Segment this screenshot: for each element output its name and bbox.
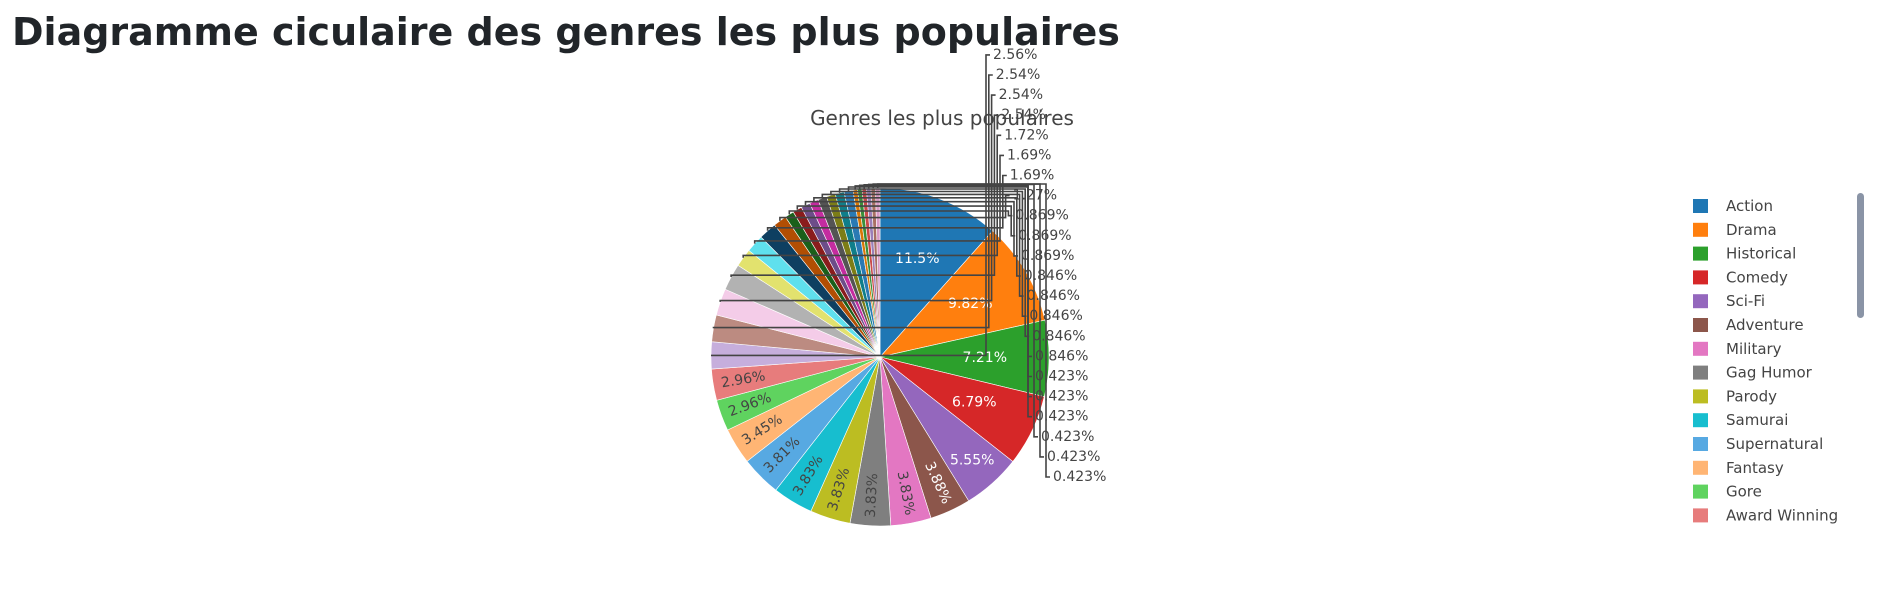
legend-label: Supernatural [1726, 435, 1823, 453]
slice-leader-line [804, 200, 1018, 257]
legend-item[interactable]: Sci-Fi [1693, 292, 1765, 310]
slice-label: 6.79% [952, 395, 996, 411]
slice-leader-line [753, 154, 1004, 244]
legend-item[interactable]: Samurai [1693, 411, 1788, 429]
legend-swatch [1693, 318, 1708, 332]
legend-label: Drama [1726, 221, 1777, 239]
legend-swatch [1693, 484, 1708, 499]
legend-label: Parody [1726, 387, 1777, 405]
legend-item[interactable]: Adventure [1693, 316, 1804, 334]
slice-label: 1.72% [1004, 127, 1048, 143]
pie-slices [710, 187, 1050, 527]
slice-label: 0.423% [1053, 469, 1106, 485]
legend-label: Gag Humor [1726, 364, 1813, 382]
legend-item[interactable]: Action [1693, 197, 1773, 215]
legend-label: Comedy [1726, 268, 1788, 286]
slice-leader-line [711, 54, 990, 357]
legend-label: Samurai [1726, 411, 1788, 429]
chart-title: Genres les plus populaires [810, 106, 1074, 130]
slice-leader-line [838, 188, 1030, 338]
legend-swatch [1693, 199, 1708, 213]
legend: Action Drama Historical Comedy Sci-Fi Adventu… [1693, 197, 1838, 524]
legend-item[interactable]: Supernatural [1693, 435, 1823, 453]
slice-label: 5.55% [950, 452, 994, 468]
slice-label: 7.21% [963, 350, 1007, 366]
slice-label: 0.423% [1041, 429, 1094, 445]
legend-label: Action [1726, 197, 1773, 215]
slice-leader-line [766, 174, 1007, 231]
legend-item[interactable]: Historical [1693, 245, 1796, 263]
slice-label: 0.846% [1029, 308, 1082, 324]
legend-label: Award Winning [1726, 506, 1838, 524]
legend-item[interactable]: Comedy [1693, 268, 1788, 286]
legend-label: Sci-Fi [1726, 292, 1765, 310]
legend-swatch [1693, 222, 1708, 237]
legend-item[interactable]: Drama [1693, 221, 1777, 239]
legend-label: Historical [1726, 245, 1796, 263]
slice-label: 2.54% [1001, 107, 1045, 123]
legend-item[interactable]: Parody [1693, 387, 1777, 405]
slice-leader-line [830, 190, 1027, 318]
legend-swatch [1693, 246, 1708, 261]
slice-label: 0.869% [1018, 228, 1071, 244]
slice-label: 0.846% [1035, 348, 1088, 364]
slice-leader-line [779, 194, 1010, 221]
legend-label: Gore [1726, 483, 1762, 501]
slice-label: 2.96% [720, 368, 767, 391]
slice-leader-line [730, 114, 999, 277]
slice-label: 3.83% [863, 473, 882, 518]
slice-leader-line [821, 193, 1024, 297]
legend-swatch [1693, 294, 1708, 309]
slice-leader-line [742, 134, 1002, 258]
slice-label: 1.69% [1010, 168, 1054, 184]
legend-label: Fantasy [1726, 459, 1784, 477]
slice-label: 0.846% [1024, 268, 1077, 284]
slice-leader-line [876, 183, 1050, 478]
slice-label: 2.54% [999, 87, 1043, 103]
legend-item[interactable]: Fantasy [1693, 459, 1784, 477]
pie-slice[interactable] [875, 187, 881, 358]
slice-label: 0.423% [1035, 409, 1088, 425]
page-title: Diagramme ciculaire des genres les plus … [12, 10, 1120, 54]
legend-swatch [1693, 365, 1708, 380]
legend-scrollbar[interactable] [1857, 193, 1864, 318]
legend-swatch [1693, 389, 1708, 404]
legend-label: Adventure [1726, 316, 1804, 334]
slice-label: 0.869% [1021, 248, 1074, 264]
slice-label: 2.56% [993, 47, 1037, 63]
slice-label: 0.423% [1035, 389, 1088, 405]
legend-label: Military [1726, 340, 1782, 358]
slice-label: 1.69% [1007, 147, 1051, 163]
legend-swatch [1693, 341, 1708, 356]
slice-leader-line [813, 197, 1021, 277]
legend-swatch [1693, 437, 1708, 451]
slice-label: 0.423% [1047, 449, 1100, 465]
legend-swatch [1693, 270, 1708, 285]
legend-swatch [1693, 460, 1708, 475]
legend-swatch [1693, 508, 1708, 523]
slice-leader-line [788, 210, 1013, 217]
slice-leader-line [719, 94, 996, 302]
slice-label: 11.5% [895, 251, 939, 267]
slice-label: 0.423% [1035, 369, 1088, 385]
legend-item[interactable]: Gore [1693, 483, 1762, 501]
slice-label: 0.869% [1015, 208, 1068, 224]
slice-leader-line [712, 74, 993, 329]
slice-leader-line [796, 205, 1016, 237]
legend-item[interactable]: Military [1693, 340, 1782, 358]
legend-swatch [1693, 413, 1708, 428]
legend-item[interactable]: Gag Humor [1693, 364, 1813, 382]
legend-item[interactable]: Award Winning [1693, 506, 1838, 524]
slice-label: 2.54% [996, 67, 1040, 83]
